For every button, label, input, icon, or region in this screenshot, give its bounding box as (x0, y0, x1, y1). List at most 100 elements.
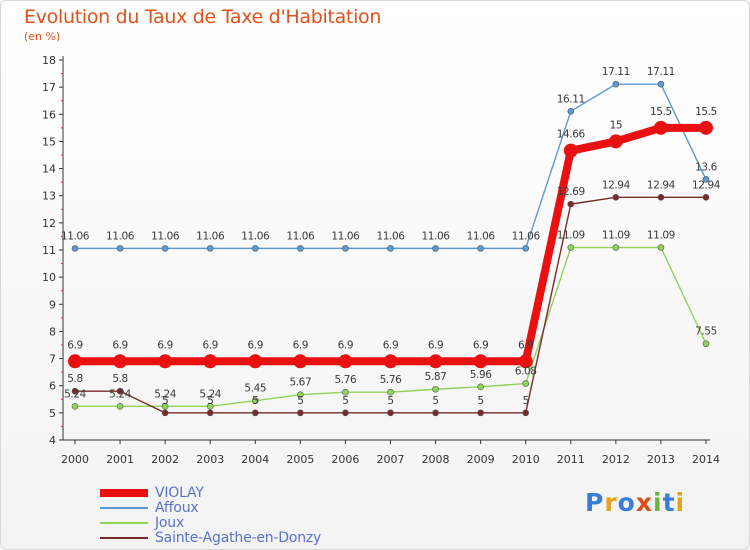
y-tick-label: 6 (49, 380, 56, 393)
data-label-sainte-agathe-en-donzy: 5 (478, 395, 484, 407)
data-point-sainte-agathe-en-donzy (297, 409, 304, 417)
data-label-joux: 5.76 (380, 374, 402, 386)
data-label-sainte-agathe-en-donzy: 12.69 (557, 186, 585, 198)
data-label-sainte-agathe-en-donzy: 12.94 (602, 179, 631, 191)
data-label-joux: 5.24 (154, 388, 176, 400)
data-point-joux (657, 244, 665, 251)
legend-label-joux: Joux (155, 515, 185, 531)
data-point-joux (432, 385, 439, 393)
data-point-sainte-agathe-en-donzy (477, 409, 484, 417)
data-point-violay (563, 143, 578, 158)
data-point-sainte-agathe-en-donzy (116, 387, 124, 395)
x-tick-label: 2012 (602, 453, 630, 466)
data-point-violay (383, 354, 398, 369)
data-label-joux: 5.24 (109, 388, 131, 400)
data-point-affoux (71, 245, 79, 252)
data-label-joux: 5.87 (425, 371, 447, 383)
y-tick-label: 17 (42, 81, 56, 94)
legend-label-affoux: Affoux (155, 500, 199, 516)
data-point-affoux (161, 245, 169, 252)
data-point-affoux (702, 176, 710, 183)
data-label-joux: 11.09 (602, 230, 630, 242)
data-label-affoux: 11.06 (422, 230, 451, 242)
y-tick-label: 16 (42, 108, 56, 121)
data-point-violay (473, 354, 488, 369)
data-point-sainte-agathe-en-donzy (342, 409, 349, 417)
data-label-violay: 15 (610, 119, 623, 131)
data-label-sainte-agathe-en-donzy: 5 (432, 395, 438, 407)
y-tick-label: 5 (49, 407, 56, 420)
data-label-joux: 5.45 (244, 383, 266, 395)
data-point-joux (206, 403, 214, 410)
data-point-joux (297, 391, 304, 398)
data-point-violay (338, 354, 353, 369)
data-label-affoux: 17.11 (647, 66, 675, 78)
x-tick-label: 2005 (286, 453, 314, 466)
data-point-joux (477, 383, 484, 391)
data-point-violay (158, 354, 173, 369)
data-point-affoux (612, 80, 620, 88)
data-label-joux: 5.24 (199, 388, 221, 400)
data-label-sainte-agathe-en-donzy: 5 (387, 395, 393, 407)
x-tick-label: 2008 (422, 453, 450, 466)
data-point-sainte-agathe-en-donzy (432, 409, 439, 417)
data-label-violay: 6.9 (112, 339, 128, 351)
data-point-affoux (567, 108, 575, 115)
data-point-affoux (387, 245, 394, 252)
y-tick-label: 11 (42, 244, 56, 257)
data-point-affoux (206, 245, 214, 252)
data-point-affoux (297, 245, 304, 252)
data-point-affoux (522, 245, 530, 252)
data-point-affoux (251, 245, 259, 252)
data-label-violay: 6.9 (248, 339, 264, 351)
data-label-violay: 6.9 (338, 339, 354, 351)
data-label-sainte-agathe-en-donzy: 12.94 (692, 179, 721, 191)
data-label-violay: 14.66 (557, 129, 586, 141)
x-tick-label: 2003 (196, 453, 224, 466)
data-label-joux: 5.76 (335, 374, 357, 386)
data-point-sainte-agathe-en-donzy (206, 409, 214, 417)
data-label-affoux: 13.6 (695, 161, 717, 173)
data-point-joux (522, 380, 530, 387)
data-label-affoux: 11.06 (467, 230, 496, 242)
y-tick-label: 13 (42, 190, 56, 203)
data-label-violay: 6.9 (293, 339, 309, 351)
data-label-affoux: 11.06 (376, 230, 405, 242)
data-label-sainte-agathe-en-donzy: 5 (297, 395, 303, 407)
data-point-sainte-agathe-en-donzy (522, 409, 530, 417)
legend-label-sainte-agathe: Sainte-Agathe-en-Donzy (155, 530, 322, 546)
data-label-violay: 15.5 (650, 106, 672, 118)
data-point-violay (248, 354, 263, 369)
y-tick-label: 18 (42, 54, 56, 67)
data-point-violay (293, 354, 308, 369)
data-point-affoux (116, 245, 124, 252)
data-label-affoux: 11.06 (106, 230, 135, 242)
logo-letter: i (675, 488, 686, 517)
data-label-sainte-agathe-en-donzy: 5 (342, 395, 348, 407)
legend-swatch-violay (100, 489, 148, 497)
data-point-joux (702, 340, 710, 347)
data-point-violay (699, 120, 713, 135)
data-point-violay (113, 354, 128, 369)
data-point-joux (71, 403, 79, 410)
data-label-affoux: 11.06 (286, 230, 315, 242)
x-tick-label: 2000 (61, 453, 89, 466)
data-label-affoux: 11.06 (331, 230, 360, 242)
data-label-violay: 6.9 (157, 339, 173, 351)
data-label-joux: 5.67 (289, 377, 311, 389)
x-tick-label: 2006 (331, 453, 359, 466)
x-tick-label: 2004 (241, 453, 269, 466)
y-tick-label: 8 (49, 325, 56, 338)
data-label-affoux: 16.11 (557, 93, 585, 105)
data-point-joux (342, 388, 349, 396)
data-label-joux: 6.08 (515, 366, 537, 378)
y-tick-label: 14 (42, 163, 56, 176)
data-point-sainte-agathe-en-donzy (71, 387, 79, 395)
data-label-violay: 6.9 (473, 339, 489, 351)
data-label-affoux: 11.06 (241, 230, 270, 242)
data-point-affoux (432, 245, 439, 252)
data-point-sainte-agathe-en-donzy (612, 194, 620, 201)
data-label-sainte-agathe-en-donzy: 12.94 (647, 179, 676, 191)
data-point-sainte-agathe-en-donzy (387, 409, 394, 417)
x-tick-label: 2007 (377, 453, 405, 466)
